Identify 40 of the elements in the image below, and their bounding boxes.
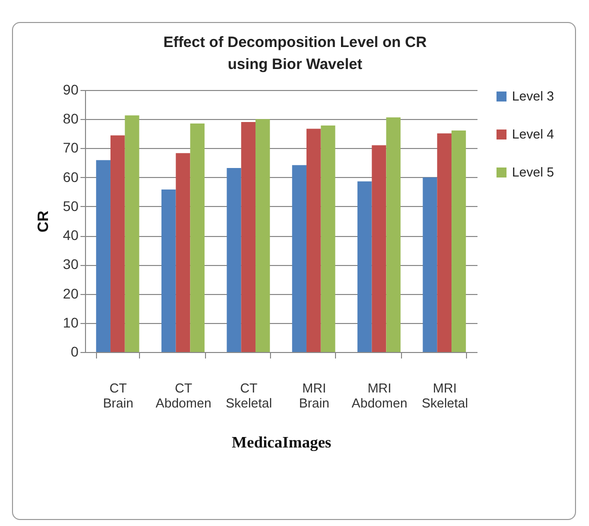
x-tick-label: MRI Abdomen (352, 380, 408, 410)
y-tick-label: 50 (62, 198, 79, 214)
legend-label: Level 5 (512, 164, 554, 180)
y-tick-label: 40 (62, 227, 79, 244)
bar (292, 165, 306, 352)
y-tick-label: 30 (62, 256, 79, 272)
legend-label: Level 4 (512, 126, 554, 142)
bar (320, 126, 336, 352)
bar (176, 153, 190, 352)
x-axis-title: MedicaImages (232, 434, 332, 452)
x-tick-label: MRI Brain (298, 380, 330, 410)
x-tick-label: CT Skeletal (226, 380, 272, 410)
bar (110, 135, 125, 352)
x-tick-label: MRI Skeletal (422, 380, 468, 410)
bar (96, 160, 110, 352)
legend-label: Level 3 (512, 88, 554, 104)
y-tick-label: 70 (62, 140, 79, 156)
y-tick-label: 60 (62, 168, 79, 185)
bar (190, 123, 205, 352)
y-tick-label: 10 (62, 314, 79, 330)
x-tick-label: CT Abdomen (156, 380, 212, 410)
bar (161, 190, 176, 352)
x-tick-label: CT Brain (102, 380, 134, 410)
y-axis-title: CR (34, 210, 52, 232)
bar (452, 130, 466, 352)
bar (422, 177, 438, 352)
y-tick-label: 0 (70, 344, 79, 360)
bar (306, 128, 321, 352)
bar (256, 119, 270, 352)
bar (241, 122, 256, 352)
chart-title: Effect of Decomposition Level on CR using Bior Wavelet (162, 33, 428, 75)
bar (124, 115, 140, 352)
bar (386, 117, 401, 352)
y-tick-label: 20 (62, 285, 79, 302)
bar (226, 168, 242, 352)
bar (357, 181, 372, 352)
y-tick-label: 90 (62, 82, 79, 98)
bar (372, 145, 386, 352)
bar (437, 133, 452, 352)
y-tick-label: 80 (62, 110, 79, 127)
